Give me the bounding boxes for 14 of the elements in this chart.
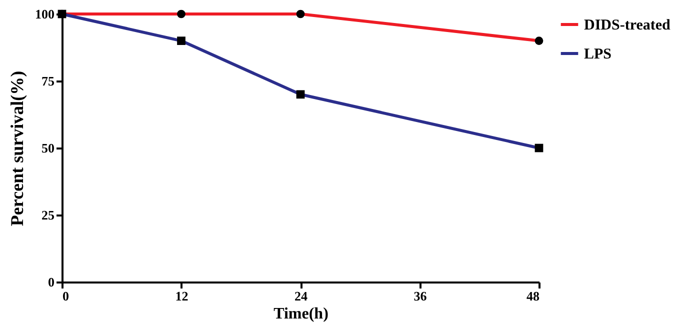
x-tick-label: 0 (62, 288, 69, 304)
y-tick-label: 75 (42, 74, 55, 88)
x-axis-title: Time(h) (274, 306, 328, 322)
y-tick-label: 50 (42, 140, 54, 156)
legend-label: LPS (584, 46, 612, 62)
y-tick-label: 100 (35, 6, 54, 22)
y-axis-title: Percent survival(%) (7, 70, 27, 226)
legend-label: DIDS-treated (584, 18, 672, 34)
x-tick-label: 48 (526, 288, 540, 304)
y-tick-label: 0 (48, 274, 54, 290)
x-tick-label: 12 (175, 288, 188, 304)
x-tick-label: 36 (414, 288, 428, 304)
y-tick-label: 25 (42, 208, 55, 222)
x-tick-label: 24 (294, 288, 308, 304)
